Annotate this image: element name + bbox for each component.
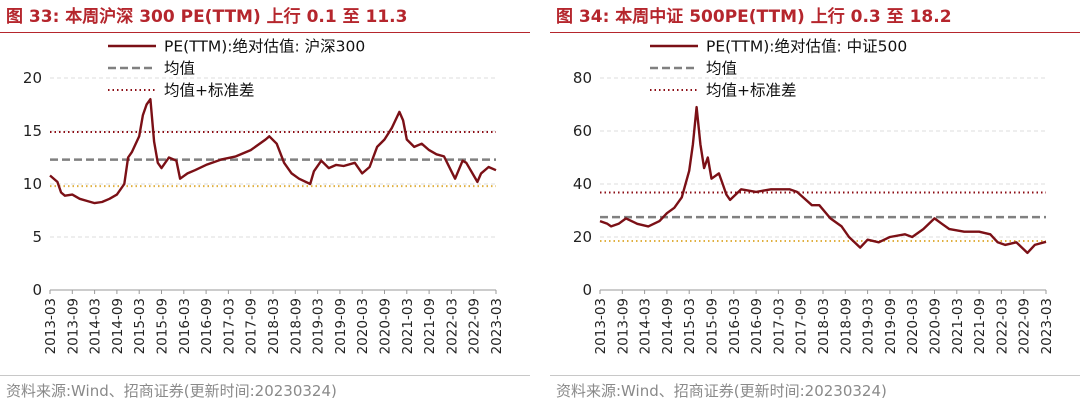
x-tick-label: 2014-03 bbox=[88, 298, 104, 354]
x-tick-label: 2016-09 bbox=[199, 298, 215, 354]
x-tick-label: 2018-09 bbox=[838, 298, 854, 354]
x-tick-label: 2018-09 bbox=[288, 298, 304, 354]
legend-label: PE(TTM):绝对估值: 沪深300 bbox=[164, 38, 365, 56]
x-tick-label: 2016-09 bbox=[749, 298, 765, 354]
x-tick-label: 2018-03 bbox=[816, 298, 832, 354]
y-tick-label: 20 bbox=[23, 69, 42, 87]
x-tick-label: 2022-09 bbox=[467, 298, 483, 354]
x-tick-label: 2015-03 bbox=[682, 298, 698, 354]
pe-ttm-series-line bbox=[49, 98, 497, 205]
legend-label: 均值+标准差 bbox=[164, 82, 255, 100]
x-tick-label: 2021-03 bbox=[400, 298, 416, 354]
x-tick-label: 2023-03 bbox=[489, 298, 505, 354]
x-tick-label: 2018-03 bbox=[266, 298, 282, 354]
x-tick-label: 2013-03 bbox=[43, 298, 59, 354]
y-tick-label: 80 bbox=[573, 69, 592, 87]
source-divider bbox=[0, 375, 530, 376]
chart-panel-hs300: 图 33: 本周沪深 300 PE(TTM) 上行 0.1 至 11.3 0 5 1… bbox=[0, 0, 530, 405]
x-tick-label: 2020-09 bbox=[378, 298, 394, 354]
x-tick-label: 2021-09 bbox=[422, 298, 438, 354]
x-tick-label: 2019-09 bbox=[883, 298, 899, 354]
y-tick-label: 0 bbox=[32, 281, 42, 299]
x-tick-label: 2020-03 bbox=[905, 298, 921, 354]
x-tick-label: 2015-09 bbox=[705, 298, 721, 354]
x-tick-label: 2017-03 bbox=[771, 298, 787, 354]
x-tick-label: 2014-09 bbox=[110, 298, 126, 354]
x-tick-label: 2013-03 bbox=[593, 298, 609, 354]
x-tick-label: 2019-03 bbox=[311, 298, 327, 354]
x-tick-label: 2014-03 bbox=[638, 298, 654, 354]
y-tick-label: 5 bbox=[32, 228, 42, 246]
x-tick-label: 2022-03 bbox=[994, 298, 1010, 354]
x-tick-label: 2015-03 bbox=[132, 298, 148, 354]
x-tick-label: 2019-09 bbox=[333, 298, 349, 354]
x-tick-label: 2017-09 bbox=[244, 298, 260, 354]
line-chart-csi500-pe: 0 20 40 60 80 2013-03 2013-09 2014-03 2014-09 201… bbox=[573, 38, 1055, 355]
x-tick-label: 2021-09 bbox=[972, 298, 988, 354]
x-tick-label: 2020-09 bbox=[928, 298, 944, 354]
x-tick-label: 2017-03 bbox=[221, 298, 237, 354]
x-tick-label: 2022-03 bbox=[444, 298, 460, 354]
legend-label: PE(TTM):绝对估值: 中证500 bbox=[706, 38, 907, 56]
y-tick-label: 15 bbox=[23, 122, 42, 140]
figure-title: 图 34: 本周中证 500PE(TTM) 上行 0.3 至 18.2 bbox=[556, 7, 952, 27]
y-tick-label: 60 bbox=[573, 122, 592, 140]
x-tick-label: 2016-03 bbox=[727, 298, 743, 354]
x-tick-label: 2015-09 bbox=[155, 298, 171, 354]
x-tick-label: 2020-03 bbox=[355, 298, 371, 354]
chart-panel-csi500: 图 34: 本周中证 500PE(TTM) 上行 0.3 至 18.2 0 20 4… bbox=[550, 0, 1080, 405]
y-tick-label: 20 bbox=[573, 228, 592, 246]
title-divider bbox=[550, 32, 1080, 33]
pe-ttm-series-line bbox=[599, 105, 1047, 255]
legend-label: 均值 bbox=[706, 60, 737, 78]
legend-label: 均值 bbox=[164, 60, 195, 78]
x-tick-label: 2023-03 bbox=[1039, 298, 1055, 354]
title-divider bbox=[0, 32, 530, 33]
line-chart-hs300-pe: 0 5 10 15 20 2013-03 2013-09 2014-03 2014-09 2015… bbox=[23, 38, 505, 355]
source-note: 资料来源:Wind、招商证券(更新时间:20230324) bbox=[556, 382, 887, 400]
figure-title: 图 33: 本周沪深 300 PE(TTM) 上行 0.1 至 11.3 bbox=[6, 7, 408, 27]
x-tick-label: 2019-03 bbox=[861, 298, 877, 354]
y-tick-label: 0 bbox=[582, 281, 592, 299]
x-tick-label: 2016-03 bbox=[177, 298, 193, 354]
x-tick-label: 2013-09 bbox=[65, 298, 81, 354]
x-tick-label: 2021-03 bbox=[950, 298, 966, 354]
source-note: 资料来源:Wind、招商证券(更新时间:20230324) bbox=[6, 382, 337, 400]
legend-label: 均值+标准差 bbox=[706, 82, 797, 100]
x-tick-label: 2014-09 bbox=[660, 298, 676, 354]
y-tick-label: 10 bbox=[23, 175, 42, 193]
x-tick-label: 2017-09 bbox=[794, 298, 810, 354]
source-divider bbox=[550, 375, 1080, 376]
x-tick-label: 2022-09 bbox=[1017, 298, 1033, 354]
x-tick-label: 2013-09 bbox=[615, 298, 631, 354]
y-tick-label: 40 bbox=[573, 175, 592, 193]
